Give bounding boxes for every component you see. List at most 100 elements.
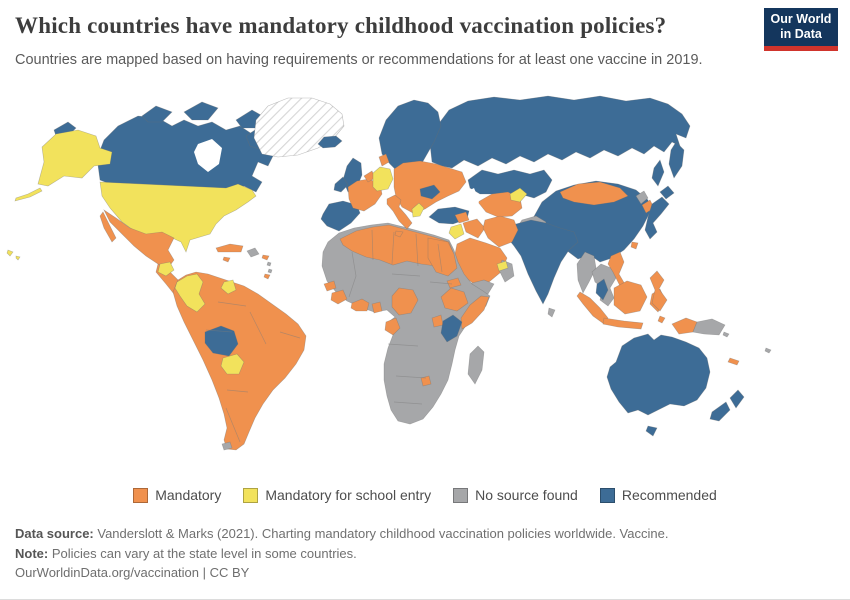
region-fiji[interactable] [764, 347, 772, 354]
owid-logo[interactable]: Our World in Data [764, 8, 838, 51]
region-maluku[interactable] [657, 315, 666, 324]
region-iraq[interactable] [462, 218, 486, 239]
region-solomon-islands[interactable] [722, 331, 730, 338]
region-myanmar[interactable] [576, 251, 597, 294]
chart-footer: Data source: Vanderslott & Marks (2021).… [15, 524, 668, 583]
region-hawaii[interactable] [6, 249, 21, 261]
legend-swatch-school-entry [243, 487, 259, 503]
region-senegal[interactable] [323, 280, 337, 292]
footer-note-text: Policies can vary at the state level in … [48, 545, 357, 561]
region-guatemala[interactable] [157, 261, 175, 277]
region-jamaica[interactable] [222, 256, 231, 263]
region-philippines[interactable] [649, 270, 668, 312]
region-nigeria[interactable] [391, 287, 419, 316]
region-egypt[interactable] [427, 237, 458, 277]
region-aleutians[interactable] [14, 187, 43, 202]
region-papua-new-guinea[interactable] [692, 318, 726, 336]
region-paraguay[interactable] [220, 353, 245, 375]
legend-item-no-source[interactable]: No source found [453, 487, 578, 503]
region-australia[interactable] [606, 333, 711, 416]
region-somalia[interactable] [460, 295, 490, 330]
region-taiwan[interactable] [630, 241, 639, 250]
region-gabon[interactable] [384, 317, 401, 336]
region-russia[interactable] [429, 95, 691, 169]
legend-swatch-mandatory [133, 487, 149, 503]
region-alaska[interactable] [37, 129, 113, 187]
region-indonesia-java[interactable] [602, 317, 644, 330]
footer-source-text: Vanderslott & Marks (2021). Charting man… [93, 526, 669, 541]
region-north-korea[interactable] [635, 190, 649, 205]
legend-label-school-entry: Mandatory for school entry [265, 487, 432, 503]
region-italy[interactable] [386, 194, 413, 230]
legend-item-recommended[interactable]: Recommended [599, 487, 717, 503]
region-kenya[interactable] [440, 314, 463, 343]
region-syria[interactable] [454, 211, 470, 224]
region-mongolia[interactable] [559, 181, 629, 206]
hudson-bay [194, 139, 222, 172]
region-new-caledonia[interactable] [727, 357, 740, 366]
region-tierra-del-fuego[interactable] [221, 441, 233, 451]
region-russia-sakhalin[interactable] [651, 159, 665, 187]
region-greenland[interactable] [253, 97, 345, 158]
region-tasmania[interactable] [645, 425, 658, 437]
region-colombia[interactable] [174, 273, 206, 313]
legend-swatch-no-source [453, 487, 469, 503]
legend-label-mandatory: Mandatory [155, 487, 222, 503]
region-italy-sicily[interactable] [394, 230, 404, 238]
region-nz-south[interactable] [709, 401, 731, 422]
legend-item-school-entry[interactable]: Mandatory for school entry [243, 487, 431, 503]
region-trinidad[interactable] [263, 273, 271, 280]
region-india-pakistan[interactable] [505, 219, 579, 305]
region-ghana[interactable] [371, 301, 383, 314]
region-uae[interactable] [496, 260, 509, 272]
region-denmark[interactable] [378, 153, 390, 167]
region-lesser-antilles[interactable] [266, 261, 273, 274]
region-iran[interactable] [482, 215, 519, 248]
footer-note-label: Note: [15, 545, 49, 561]
region-lesotho[interactable] [420, 375, 432, 387]
legend-swatch-recommended [599, 487, 615, 503]
region-japan-hokkaido[interactable] [659, 185, 675, 200]
page-title: Which countries have mandatory childhood… [15, 13, 667, 38]
region-romania[interactable] [419, 184, 441, 200]
region-jordan[interactable] [448, 223, 465, 240]
footer-source-line: Data source: Vanderslott & Marks (2021).… [15, 524, 668, 544]
region-cuba[interactable] [215, 243, 244, 253]
region-germany[interactable] [372, 166, 394, 192]
footer-link[interactable]: OurWorldinData.org/vaccination | CC BY [15, 565, 250, 580]
map-legend: Mandatory Mandatory for school entry No … [0, 487, 850, 503]
region-canada-island-2[interactable] [183, 101, 219, 121]
legend-item-mandatory[interactable]: Mandatory [133, 487, 221, 503]
region-mexico[interactable] [103, 209, 175, 269]
owid-logo-line2: in Data [780, 27, 822, 41]
region-puerto-rico[interactable] [261, 254, 270, 261]
world-map [0, 92, 850, 482]
region-iberia[interactable] [320, 200, 361, 232]
region-japan-honshu[interactable] [644, 196, 670, 240]
region-hispaniola[interactable] [246, 247, 260, 258]
region-kazakhstan[interactable] [467, 169, 553, 199]
region-sri-lanka[interactable] [547, 307, 556, 318]
owid-logo-line1: Our World [770, 12, 832, 26]
region-kyrgyzstan[interactable] [509, 187, 528, 203]
region-borneo[interactable] [613, 280, 648, 315]
region-iceland[interactable] [317, 135, 343, 149]
region-canada-island-1[interactable] [141, 105, 173, 123]
region-malaysia-peninsula[interactable] [595, 278, 609, 301]
page-subtitle: Countries are mapped based on having req… [15, 52, 703, 68]
region-ivory-coast[interactable] [350, 298, 370, 312]
region-nz-north[interactable] [729, 389, 745, 409]
region-eritrea[interactable] [446, 277, 462, 289]
region-ethiopia[interactable] [440, 287, 469, 312]
region-bolivia[interactable] [204, 325, 239, 357]
region-russia-kamchatka[interactable] [668, 141, 685, 179]
region-ireland[interactable] [333, 176, 349, 193]
footer-note-line: Note: Policies can vary at the state lev… [15, 544, 668, 564]
country-borders-overlay [205, 229, 453, 443]
region-usa[interactable] [99, 181, 257, 253]
region-madagascar[interactable] [467, 345, 485, 385]
region-baja[interactable] [99, 211, 117, 243]
region-guyana[interactable] [220, 279, 237, 295]
region-guinea[interactable] [330, 289, 348, 305]
region-greece[interactable] [411, 202, 425, 218]
